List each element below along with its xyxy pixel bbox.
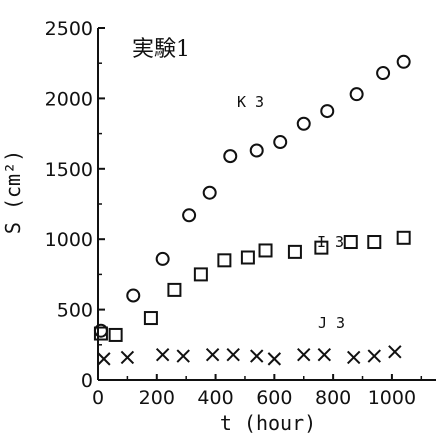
tick-labels: 0 200 400 600 800 1000 0 500 1000 1500 2000 2500 (45, 18, 416, 409)
data-point-cross (317, 347, 332, 362)
y-tick-label: 1000 (45, 229, 93, 251)
data-point-square (287, 244, 302, 259)
data-point-circle (155, 251, 170, 266)
data-point-square (143, 311, 158, 326)
series-label-k3: K 3 (237, 93, 264, 111)
data-point-square (167, 282, 182, 297)
data-point-circle (249, 143, 264, 158)
data-point-cross (367, 349, 381, 363)
data-point-cross (250, 349, 264, 363)
y-tick-label: 1500 (45, 159, 93, 181)
data-point-cross (155, 347, 170, 362)
data-point-square (217, 253, 232, 268)
data-point-square (343, 235, 358, 250)
x-tick-label: 600 (256, 387, 292, 409)
data-point-square (314, 240, 329, 255)
data-point-circle (396, 54, 411, 69)
data-point-cross (120, 350, 135, 365)
data-point-cross (297, 347, 311, 362)
data-point-cross (226, 347, 240, 362)
data-point-circle (273, 135, 288, 150)
data-point-circle (296, 116, 311, 131)
data-point-square (367, 235, 382, 250)
data-point-square (93, 326, 108, 341)
x-tick-label: 400 (197, 387, 233, 409)
y-tick-label: 2500 (45, 18, 93, 40)
data-point-circle (376, 66, 391, 81)
data-point-square (258, 243, 273, 258)
data-marks (93, 54, 411, 366)
y-tick-label: 0 (81, 370, 93, 392)
data-point-cross (97, 352, 111, 366)
data-point-square (240, 250, 255, 265)
x-tick-label: 800 (315, 387, 351, 409)
data-point-square (396, 230, 411, 245)
data-point-circle (223, 149, 238, 164)
data-point-square (108, 327, 123, 342)
data-point-circle (93, 323, 108, 338)
data-point-cross (346, 350, 361, 365)
data-point-cross (205, 347, 220, 362)
series-label-j3: J 3 (318, 314, 345, 332)
x-tick-label: 0 (92, 387, 104, 409)
x-tick-label: 200 (139, 387, 175, 409)
data-point-circle (202, 185, 217, 200)
axes (97, 28, 436, 381)
data-point-circle (349, 87, 364, 102)
chart-title: 実験1 (132, 37, 190, 62)
tick-marks (97, 27, 423, 381)
x-axis-title: t (hour) (220, 411, 316, 435)
data-point-cross (388, 345, 402, 359)
data-point-square (193, 267, 208, 282)
y-tick-label: 500 (57, 300, 93, 322)
data-point-cross (176, 349, 190, 363)
data-point-circle (320, 104, 335, 119)
data-point-circle (182, 208, 197, 223)
x-tick-label: 1000 (368, 387, 416, 409)
series-label-i3: I 3 (317, 233, 344, 251)
data-point-circle (126, 288, 141, 303)
data-point-cross (267, 352, 282, 366)
y-axis-title: S (cm²) (1, 150, 25, 234)
y-tick-label: 2000 (45, 88, 93, 110)
